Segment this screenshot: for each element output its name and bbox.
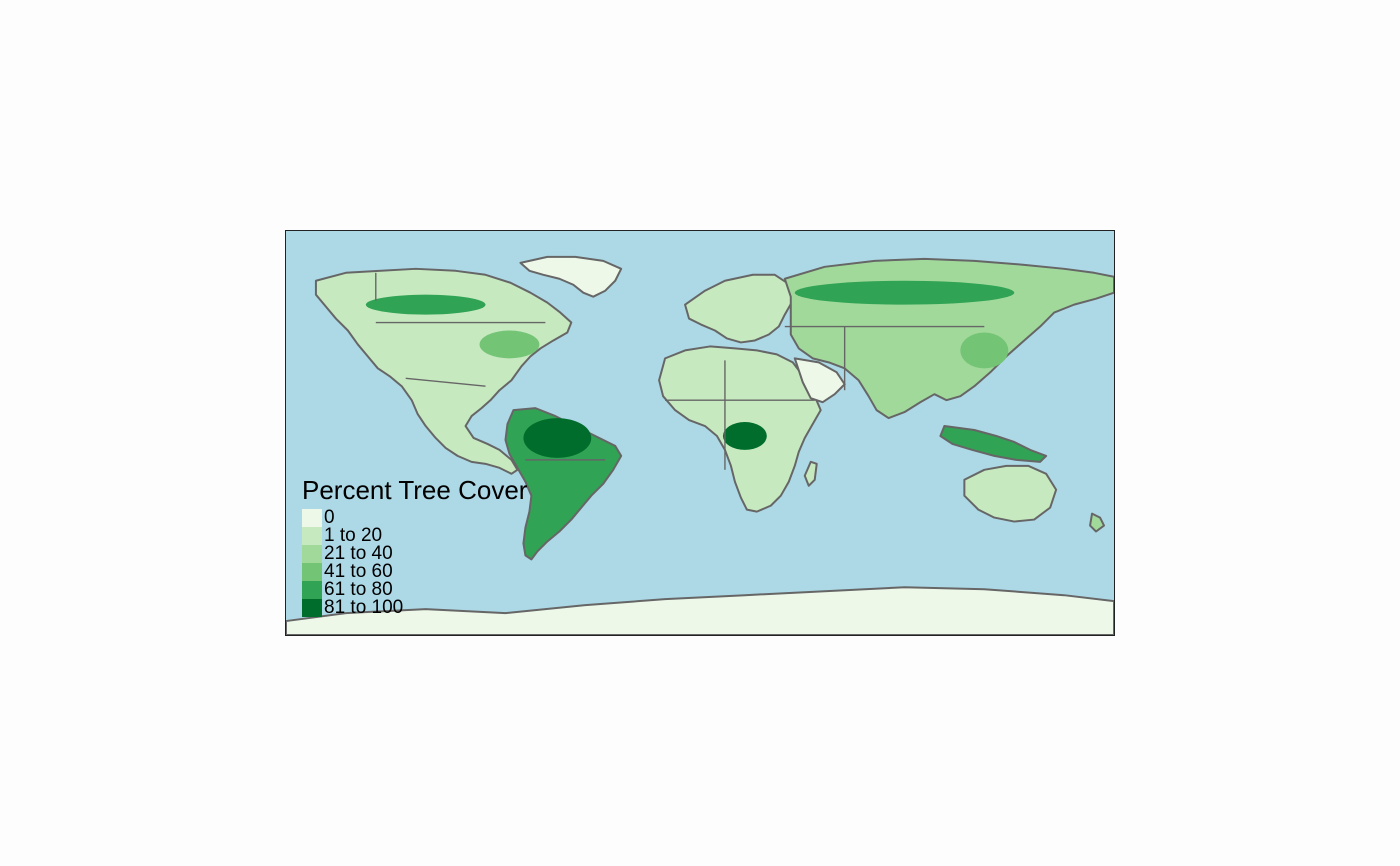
- land-madagascar: [803, 460, 818, 487]
- legend-label: 0: [324, 507, 335, 528]
- land-arabia: [793, 357, 846, 404]
- legend-item: 61 to 80: [302, 579, 527, 600]
- legend-swatch: [302, 581, 322, 599]
- legend-label: 81 to 100: [324, 597, 404, 618]
- land-australia: [963, 464, 1058, 523]
- land-new-zealand: [1089, 512, 1106, 533]
- legend-label: 61 to 80: [324, 579, 393, 600]
- legend-label: 1 to 20: [324, 525, 383, 546]
- forest-amazon: [523, 418, 592, 458]
- legend-item: 81 to 100: [302, 597, 527, 618]
- land-north-america: [314, 267, 573, 475]
- legend-item: 21 to 40: [302, 543, 527, 564]
- forest-east-asia: [960, 332, 1009, 369]
- legend-label: 41 to 60: [324, 561, 393, 582]
- legend-swatch: [302, 545, 322, 563]
- legend-label: 21 to 40: [324, 543, 393, 564]
- legend-swatch: [302, 599, 322, 617]
- land-europe: [684, 273, 794, 344]
- land-indonesia: [939, 425, 1048, 463]
- world-map: [286, 231, 1114, 635]
- land-antarctica: [286, 586, 1114, 635]
- forest-boreal-america: [365, 294, 486, 315]
- land-greenland: [519, 255, 623, 298]
- country-borders: [375, 272, 985, 470]
- legend-swatch: [302, 509, 322, 527]
- legend-swatch: [302, 527, 322, 545]
- border-usa-mexico: [405, 377, 486, 387]
- legend-item: 1 to 20: [302, 525, 527, 546]
- forest-boreal-eurasia: [794, 280, 1015, 305]
- legend-item: 41 to 60: [302, 561, 527, 582]
- forest-highlights: [365, 280, 1015, 458]
- forest-congo: [722, 422, 767, 450]
- legend-title: Percent Tree Cover: [302, 475, 528, 505]
- forest-eastern-america: [479, 330, 540, 359]
- legend-item: 0: [302, 507, 527, 528]
- legend-swatch: [302, 563, 322, 581]
